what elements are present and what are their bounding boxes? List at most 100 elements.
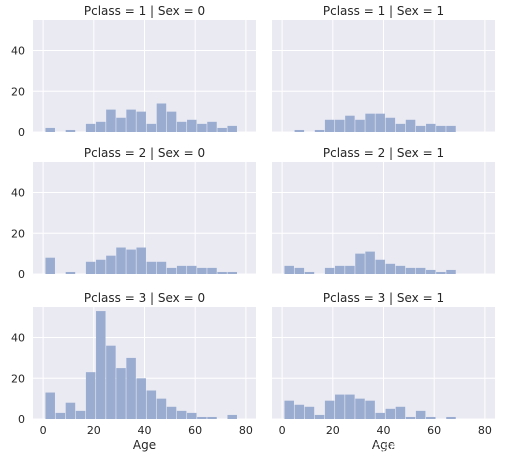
histogram-bar	[314, 414, 325, 419]
panel-title: Pclass = 2 | Sex = 1	[323, 146, 444, 160]
histogram-bar	[284, 265, 294, 274]
histogram-bar	[227, 125, 237, 132]
histogram-bar	[187, 265, 197, 274]
histogram-bar	[324, 267, 335, 274]
x-tick-label: 20	[87, 424, 101, 437]
histogram-bar	[85, 261, 96, 274]
histogram-bar	[45, 392, 55, 419]
panel-title: Pclass = 3 | Sex = 1	[323, 291, 444, 305]
histogram-bar	[426, 416, 436, 419]
y-tick-label: 40	[11, 332, 25, 345]
histogram-bar	[436, 271, 446, 274]
x-tick-label: 0	[279, 424, 286, 437]
histogram-bar	[294, 404, 305, 419]
x-axis-label: Age	[133, 438, 156, 452]
histogram-bar	[436, 125, 446, 132]
x-tick-label: 60	[188, 424, 202, 437]
histogram-bar	[166, 111, 177, 132]
histogram-bar	[324, 119, 335, 132]
histogram-bar	[345, 115, 355, 132]
histogram-bar	[426, 123, 436, 132]
histogram-bar	[116, 368, 126, 419]
histogram-bar	[197, 416, 207, 419]
histogram-bar	[335, 394, 345, 419]
histogram-bar	[217, 271, 227, 274]
histogram-bar	[365, 400, 375, 419]
histogram-bar	[355, 119, 365, 132]
histogram-bar	[126, 109, 136, 132]
panel-title: Pclass = 1 | Sex = 1	[323, 4, 444, 18]
histogram-bar	[335, 265, 345, 274]
histogram-bar	[284, 400, 294, 419]
histogram-bar	[227, 414, 237, 419]
histogram-bar	[335, 119, 345, 132]
histogram-bar	[96, 311, 106, 419]
histogram-bar	[415, 267, 426, 274]
histogram-bar	[207, 121, 217, 132]
histogram-bar	[126, 249, 136, 274]
histogram-bar	[345, 394, 355, 419]
histogram-bar	[55, 412, 66, 419]
facet-panel-4: Pclass = 2 | Sex = 1	[272, 146, 495, 275]
histogram-bar	[375, 113, 385, 132]
histogram-bar	[45, 257, 55, 274]
histogram-bar	[217, 127, 227, 132]
histogram-bar	[176, 265, 187, 274]
histogram-bar	[156, 398, 167, 419]
histogram-bar	[395, 406, 406, 419]
histogram-bar	[187, 412, 197, 419]
histogram-bar	[116, 247, 126, 274]
histogram-bar	[45, 127, 55, 132]
histogram-bar	[375, 412, 385, 419]
y-tick-label: 0	[18, 126, 25, 139]
y-tick-label: 0	[18, 268, 25, 281]
histogram-bar	[166, 267, 177, 274]
histogram-bar	[85, 372, 96, 419]
y-tick-label: 0	[18, 413, 25, 426]
histogram-bar	[85, 123, 96, 132]
histogram-bar	[65, 129, 76, 132]
histogram-bar	[385, 408, 396, 419]
histogram-bar	[345, 265, 355, 274]
panel-title: Pclass = 2 | Sex = 0	[84, 146, 205, 160]
histogram-bar	[446, 416, 456, 419]
facet-panel-6: Pclass = 3 | Sex = 1 0 20 40 60 80 Age	[272, 291, 495, 452]
facet-panel-2: Pclass = 1 | Sex = 1	[272, 4, 495, 133]
facet-panel-5: Pclass = 3 | Sex = 0 0 20 40 0 20 40 60 80 Age	[11, 291, 256, 452]
histogram-bar	[65, 271, 76, 274]
histogram-bar	[415, 125, 426, 132]
y-tick-label: 40	[11, 45, 25, 58]
histogram-bar	[176, 121, 187, 132]
histogram-bar	[106, 345, 116, 419]
histogram-bar	[355, 398, 365, 419]
histogram-bar	[385, 117, 396, 132]
histogram-bar	[375, 259, 385, 274]
histogram-bar	[385, 263, 396, 274]
histogram-bar	[136, 378, 146, 419]
y-tick-label: 20	[11, 227, 25, 240]
histogram-bar	[96, 259, 106, 274]
histogram-bar	[446, 125, 456, 132]
histogram-bar	[166, 406, 177, 419]
histogram-bar	[197, 123, 207, 132]
histogram-bar	[106, 109, 116, 132]
facet-panel-1: Pclass = 1 | Sex = 0 0 20 40	[11, 4, 256, 139]
histogram-bar	[156, 103, 167, 132]
panel-title: Pclass = 3 | Sex = 0	[84, 291, 205, 305]
histogram-bar	[294, 129, 305, 132]
histogram-bar	[156, 261, 167, 274]
histogram-bar	[116, 117, 126, 132]
histogram-bar	[405, 416, 416, 419]
histogram-bar	[446, 269, 456, 274]
histogram-bar	[405, 119, 416, 132]
y-tick-label: 20	[11, 372, 25, 385]
histogram-bar	[136, 111, 146, 132]
x-tick-label: 80	[478, 424, 492, 437]
facet-panel-3: Pclass = 2 | Sex = 0 0 20 40	[11, 146, 256, 281]
histogram-bar	[106, 255, 116, 274]
x-tick-label: 80	[239, 424, 253, 437]
histogram-bar	[405, 267, 416, 274]
histogram-bar	[304, 271, 315, 274]
histogram-bar	[197, 267, 207, 274]
